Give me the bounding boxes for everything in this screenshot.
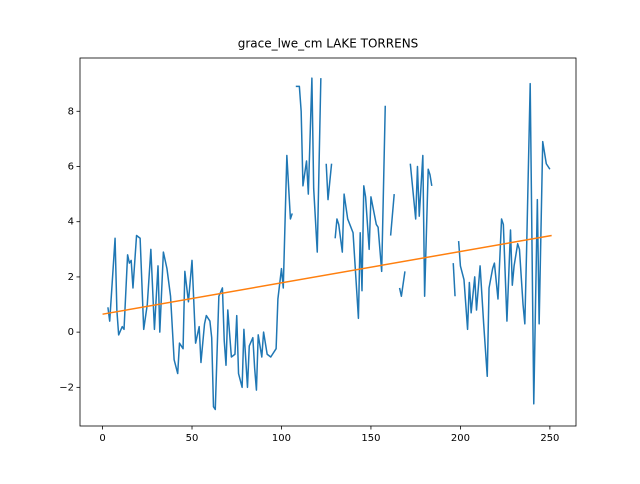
- series-line: [102, 234, 552, 315]
- y-tick-label: 2: [68, 272, 74, 283]
- series-line: [107, 154, 293, 411]
- series-line: [295, 77, 322, 253]
- series-line: [457, 82, 551, 405]
- series-line: [389, 194, 395, 236]
- chart-title: grace_lwe_cm LAKE TORRENS: [238, 37, 419, 51]
- series-line: [398, 271, 406, 297]
- x-tick-label: 200: [451, 433, 470, 444]
- x-tick-label: 50: [186, 433, 199, 444]
- y-tick-label: 0: [68, 327, 74, 338]
- series-line: [325, 163, 333, 201]
- x-tick-label: 250: [540, 433, 559, 444]
- plot-area: [102, 77, 552, 411]
- y-tick-label: 4: [68, 217, 74, 228]
- x-tick-label: 0: [99, 433, 105, 444]
- y-tick-label: 8: [68, 106, 74, 117]
- series-line: [334, 105, 387, 320]
- y-tick-label: −2: [59, 382, 74, 393]
- x-tick-label: 150: [361, 433, 380, 444]
- series-line: [409, 154, 433, 297]
- axes-frame: [79, 57, 577, 427]
- y-tick-label: 6: [68, 161, 74, 172]
- series-line: [452, 263, 456, 297]
- x-tick-label: 100: [272, 433, 291, 444]
